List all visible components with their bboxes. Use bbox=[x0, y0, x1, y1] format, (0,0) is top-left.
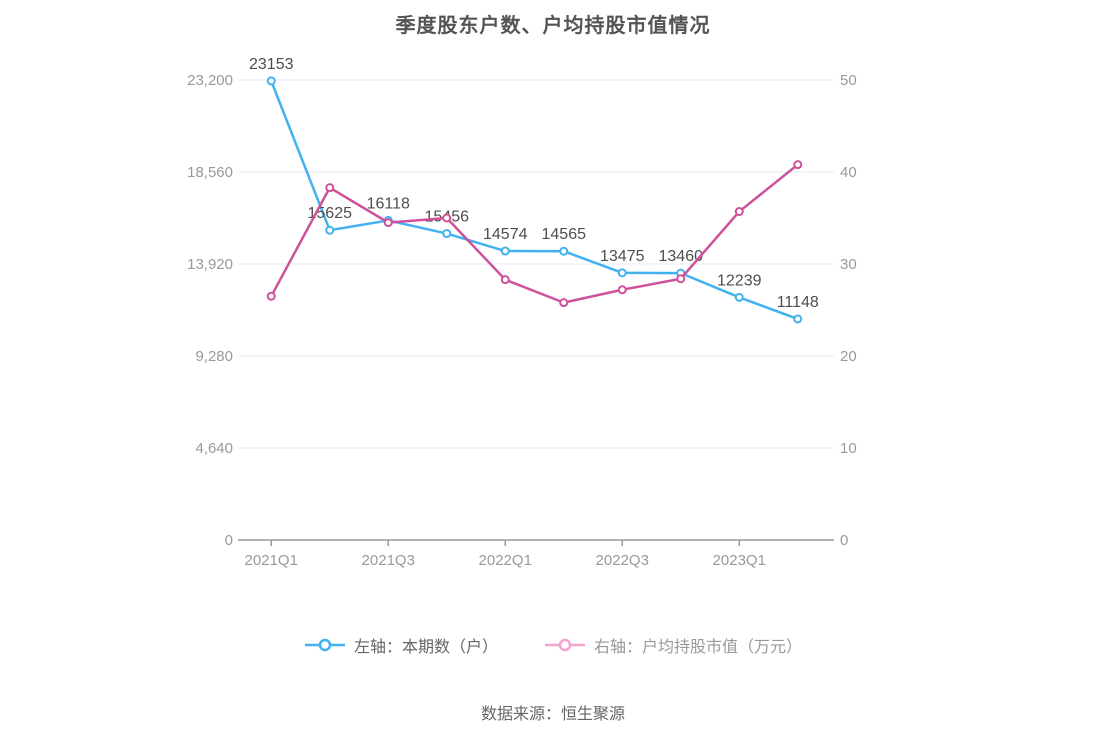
series-line-1 bbox=[270, 163, 799, 304]
series-1-point-9[interactable] bbox=[793, 160, 803, 170]
point-label: 13475 bbox=[600, 248, 645, 265]
point-label: 15625 bbox=[308, 205, 353, 222]
left-axis-tick-label: 9,280 bbox=[195, 348, 233, 365]
x-axis-tick-label: 2021Q3 bbox=[362, 552, 415, 569]
series-1-point-4[interactable] bbox=[500, 275, 510, 285]
right-axis-tick-label: 40 bbox=[840, 164, 857, 181]
point-label: 12239 bbox=[717, 272, 762, 289]
left-axis-tick-label: 23,200 bbox=[187, 72, 233, 89]
series-1-point-8[interactable] bbox=[734, 207, 744, 217]
legend-item-1[interactable]: 右轴：户均持股市值（万元） bbox=[544, 633, 802, 657]
series-1-point-0[interactable] bbox=[266, 291, 276, 301]
x-axis-tick-label: 2022Q3 bbox=[596, 552, 649, 569]
chart-title: 季度股东户数、户均持股市值情况 bbox=[395, 15, 711, 37]
legend-line-marker-icon bbox=[304, 638, 345, 652]
series-1-point-7[interactable] bbox=[676, 274, 686, 284]
series-1-point-5[interactable] bbox=[559, 298, 569, 308]
right-axis-tick-label: 30 bbox=[840, 256, 857, 273]
point-label: 11148 bbox=[777, 294, 819, 311]
point-label: 16118 bbox=[367, 195, 410, 212]
series-0-point-9[interactable] bbox=[793, 314, 803, 324]
series-line-0 bbox=[270, 79, 799, 321]
point-label: 23153 bbox=[249, 56, 294, 73]
series-1-point-6[interactable] bbox=[617, 285, 627, 295]
left-axis-tick-label: 4,640 bbox=[195, 440, 233, 457]
series-1-point-1[interactable] bbox=[325, 183, 335, 193]
right-axis-tick-label: 50 bbox=[840, 72, 857, 89]
series-0-point-4[interactable] bbox=[500, 246, 510, 256]
series-0-point-3[interactable] bbox=[442, 229, 452, 239]
right-axis-tick-label: 10 bbox=[840, 440, 857, 457]
point-label: 14565 bbox=[542, 226, 587, 243]
series-0-point-0[interactable] bbox=[266, 76, 276, 86]
x-axis-tick-label: 2021Q1 bbox=[245, 552, 298, 569]
series-0-point-5[interactable] bbox=[559, 246, 569, 256]
x-axis-tick-label: 2023Q1 bbox=[713, 552, 766, 569]
legend-label: 右轴：户均持股市值（万元） bbox=[594, 639, 803, 656]
legend-line-marker-icon bbox=[545, 638, 585, 652]
series-1-point-2[interactable] bbox=[383, 218, 393, 228]
left-axis-tick-label: 13,920 bbox=[187, 256, 233, 273]
left-axis-tick-label: 18,560 bbox=[187, 164, 233, 181]
point-label: 14574 bbox=[483, 226, 528, 243]
x-axis-tick-label: 2022Q1 bbox=[479, 552, 532, 569]
legend-label: 左轴：本期数（户） bbox=[353, 639, 498, 656]
series-1-point-3[interactable] bbox=[442, 213, 452, 223]
series-0-point-1[interactable] bbox=[325, 225, 335, 235]
series-0-point-8[interactable] bbox=[734, 292, 744, 302]
data-source-text: 数据来源：恒生聚源 bbox=[480, 706, 625, 723]
right-axis-tick-label: 20 bbox=[840, 348, 857, 365]
point-label: 13460 bbox=[659, 248, 704, 265]
legend: 左轴：本期数（户） 右轴：户均持股市值（万元） bbox=[0, 633, 1106, 657]
left-axis-tick-label: 0 bbox=[225, 532, 233, 549]
series-0-point-6[interactable] bbox=[617, 268, 627, 278]
right-axis-tick-label: 0 bbox=[840, 532, 848, 549]
legend-item-0[interactable]: 左轴：本期数（户） bbox=[304, 633, 498, 657]
